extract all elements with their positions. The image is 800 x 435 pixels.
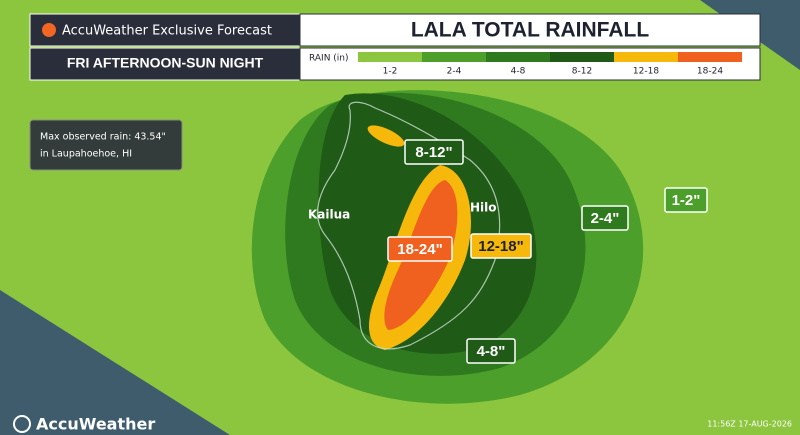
brand: AccuWeather Exclusive Forecast bbox=[62, 24, 272, 39]
label-text: 4-8" bbox=[477, 343, 506, 360]
legend-title: RAIN (in) bbox=[309, 54, 349, 64]
label-text: 18-24" bbox=[397, 241, 442, 258]
legend-label: 4-8 bbox=[511, 67, 526, 77]
label-box bbox=[404, 139, 464, 165]
label-box bbox=[664, 187, 708, 213]
map-labels: 8-12" 18-24" 12-18" 2-4" 1-2" 4-8" bbox=[387, 139, 708, 364]
title: LALA TOTAL RAINFALL bbox=[411, 19, 650, 42]
timestamp: 11:56Z 17-AUG-2026 bbox=[707, 420, 792, 429]
label-text: 1-2" bbox=[672, 192, 701, 209]
label-box bbox=[470, 233, 532, 259]
legend-swatch bbox=[358, 52, 422, 62]
note-box bbox=[29, 119, 183, 171]
legend-label: 2-4 bbox=[447, 67, 462, 77]
legend: 1-2 2-4 4-8 8-12 12-18 18-24 bbox=[358, 52, 742, 77]
legend-swatch bbox=[486, 52, 550, 62]
title-box bbox=[299, 13, 761, 47]
legend-label: 18-24 bbox=[697, 67, 723, 77]
island-outline bbox=[316, 101, 501, 350]
note-line: in Laupahoehoe, HI bbox=[40, 149, 132, 160]
city: Kailua bbox=[308, 208, 350, 222]
label-text: 8-12" bbox=[415, 144, 452, 161]
legend-swatch bbox=[678, 52, 742, 62]
legend-label: 1-2 bbox=[383, 67, 398, 77]
note-line: Max observed rain: 43.54" bbox=[40, 132, 166, 143]
city: Hilo bbox=[470, 201, 497, 215]
label-text: 12-18" bbox=[478, 238, 523, 255]
brand-box bbox=[29, 13, 301, 47]
label-text: 2-4" bbox=[591, 210, 620, 227]
label-box bbox=[581, 205, 629, 231]
logo: AccuWeather bbox=[36, 415, 155, 434]
label-box bbox=[466, 338, 516, 364]
sun-icon bbox=[42, 23, 56, 37]
legend-swatch bbox=[550, 52, 614, 62]
period: FRI AFTERNOON-SUN NIGHT bbox=[67, 55, 264, 71]
legend-label: 8-12 bbox=[572, 67, 592, 77]
period-box bbox=[29, 47, 301, 81]
legend-label: 12-18 bbox=[633, 67, 659, 77]
legend-swatch bbox=[422, 52, 486, 62]
logo-icon bbox=[13, 415, 31, 433]
legend-swatch bbox=[614, 52, 678, 62]
label-box bbox=[387, 236, 453, 262]
zone-blob bbox=[367, 125, 405, 147]
